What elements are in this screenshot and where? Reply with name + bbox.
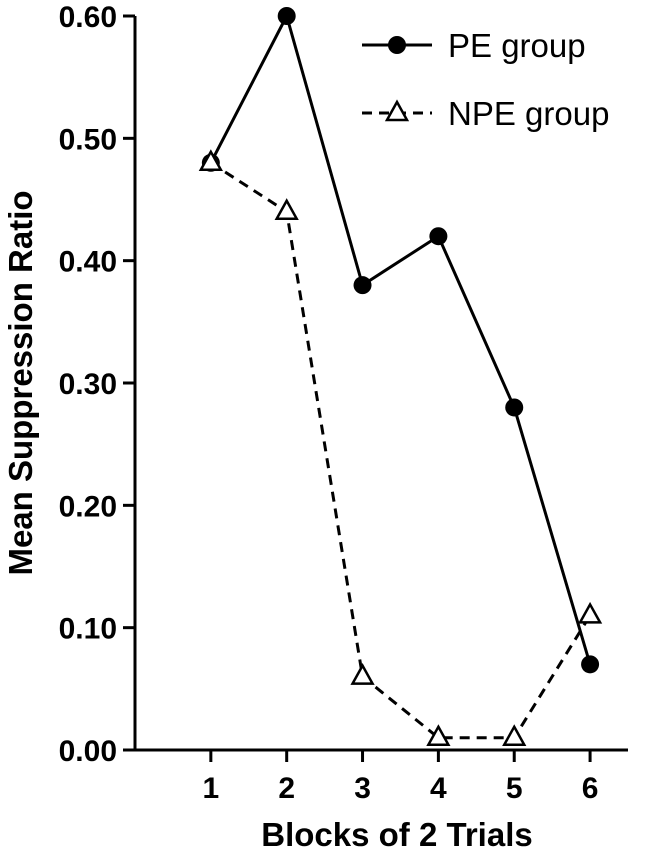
npe-point: [198, 149, 223, 172]
x-tick-label: 4: [430, 772, 447, 805]
legend-label-pe: PE group: [448, 27, 586, 64]
npe-point: [274, 198, 299, 220]
pe-point: [429, 227, 448, 246]
legend-marker-pe: [388, 36, 406, 54]
x-tick-label: 2: [278, 772, 295, 805]
npe-point: [426, 724, 451, 747]
x-tick-label: 1: [203, 772, 220, 805]
y-tick-label: 0.10: [59, 613, 117, 646]
npe-point: [350, 663, 375, 685]
pe-point: [277, 7, 296, 25]
x-axis-title: Blocks of 2 Trials: [261, 816, 532, 853]
y-axis-title: Mean Suppression Ratio: [2, 190, 39, 575]
npe-point: [502, 724, 527, 747]
legend-marker-npe: [384, 99, 410, 122]
series-line-pe: [209, 14, 592, 665]
series-line-npe: [210, 161, 592, 740]
x-tick-label: 5: [506, 772, 523, 805]
npe-point: [577, 601, 603, 624]
y-tick-label: 0.00: [59, 735, 117, 768]
x-tick-label: 6: [582, 772, 599, 805]
y-ticks: 0.00 0.10 0.20 0.30 0.40 0.50 0.60: [59, 1, 135, 768]
legend-entry-npe: NPE group: [362, 95, 609, 132]
y-tick-label: 0.20: [59, 490, 117, 523]
pe-point: [353, 276, 372, 295]
y-tick-label: 0.40: [59, 246, 117, 279]
legend: PE group NPE group: [362, 27, 609, 132]
series-layer: [198, 7, 603, 747]
y-tick-label: 0.30: [59, 368, 117, 401]
pe-point: [505, 398, 524, 417]
x-tick-label: 3: [354, 772, 371, 805]
legend-label-npe: NPE group: [448, 95, 609, 132]
x-ticks: 1 2 3 4 5 6: [203, 750, 599, 805]
legend-entry-pe: PE group: [362, 27, 586, 64]
pe-point: [581, 655, 600, 674]
y-tick-label: 0.60: [59, 1, 117, 34]
y-tick-label: 0.50: [59, 123, 117, 156]
